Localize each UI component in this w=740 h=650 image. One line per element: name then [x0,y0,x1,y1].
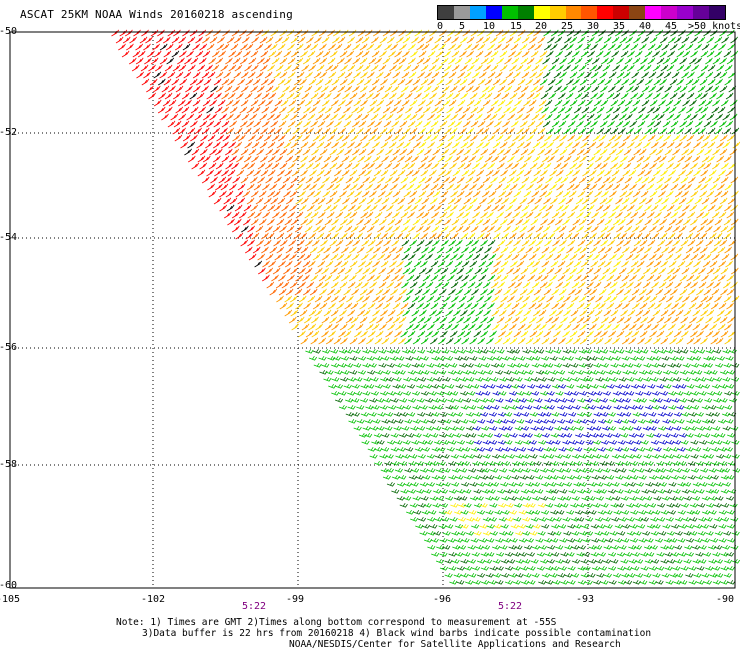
time-label: 5:22 [242,601,267,612]
grid-lines [10,31,735,588]
legend-swatch [533,6,550,19]
legend-swatch [677,6,693,19]
legend-swatch [501,6,518,19]
legend-label: 5 [459,21,466,32]
legend-swatch [597,6,614,19]
lat-label: -54 [0,232,18,243]
legend-labels: 0 5 10 15 20 25 30 35 40 45 >50 knots [437,20,740,34]
legend-label: 35 [613,21,626,32]
legend-swatch [661,6,678,19]
lon-label: -90 [716,594,735,605]
lat-label: -56 [0,342,18,353]
legend-label: 45 [665,21,678,32]
lat-label: -58 [0,459,18,470]
legend-swatch [549,6,566,19]
legend-swatch [565,6,582,19]
legend-swatch [438,6,454,19]
legend-swatch [645,6,662,19]
legend-label: 15 [510,21,523,32]
lat-label: -60 [0,580,18,591]
legend-swatch [613,6,630,19]
wind-barbs [111,29,740,585]
lon-label: -93 [576,594,595,605]
legend-color-bar [437,5,726,20]
legend-label: 40 [639,21,652,32]
map-title: ASCAT 25KM NOAA Winds 20160218 ascending [20,8,293,21]
legend-label: 0 [437,21,444,32]
speed-legend: 0 5 10 15 20 25 30 35 40 45 >50 knots [437,5,740,35]
lat-label: -52 [0,127,18,138]
legend-swatch [581,6,598,19]
lon-label: -99 [286,594,305,605]
time-label: 5:22 [498,601,523,612]
note-line: NOAA/NESDIS/Center for Satellite Applica… [289,639,621,650]
legend-swatch [453,6,470,19]
lon-label: -105 [0,594,21,605]
lon-label: -102 [141,594,166,605]
legend-label: 10 [483,21,496,32]
legend-label: 25 [561,21,574,32]
lon-label: -96 [433,594,452,605]
note-line: Note: 1) Times are GMT 2)Times along bot… [116,617,557,628]
legend-label: >50 knots [688,21,740,32]
legend-swatch [629,6,646,19]
legend-swatch [708,6,725,19]
lat-label: -50 [0,26,18,37]
map-frame [9,31,736,589]
legend-swatch [485,6,502,19]
legend-swatch [469,6,486,19]
legend-label: 30 [587,21,600,32]
legend-label: 20 [535,21,548,32]
legend-swatch [517,6,534,19]
legend-swatch [693,6,709,19]
note-line: 3)Data buffer is 22 hrs from 20160218 4)… [142,628,652,639]
